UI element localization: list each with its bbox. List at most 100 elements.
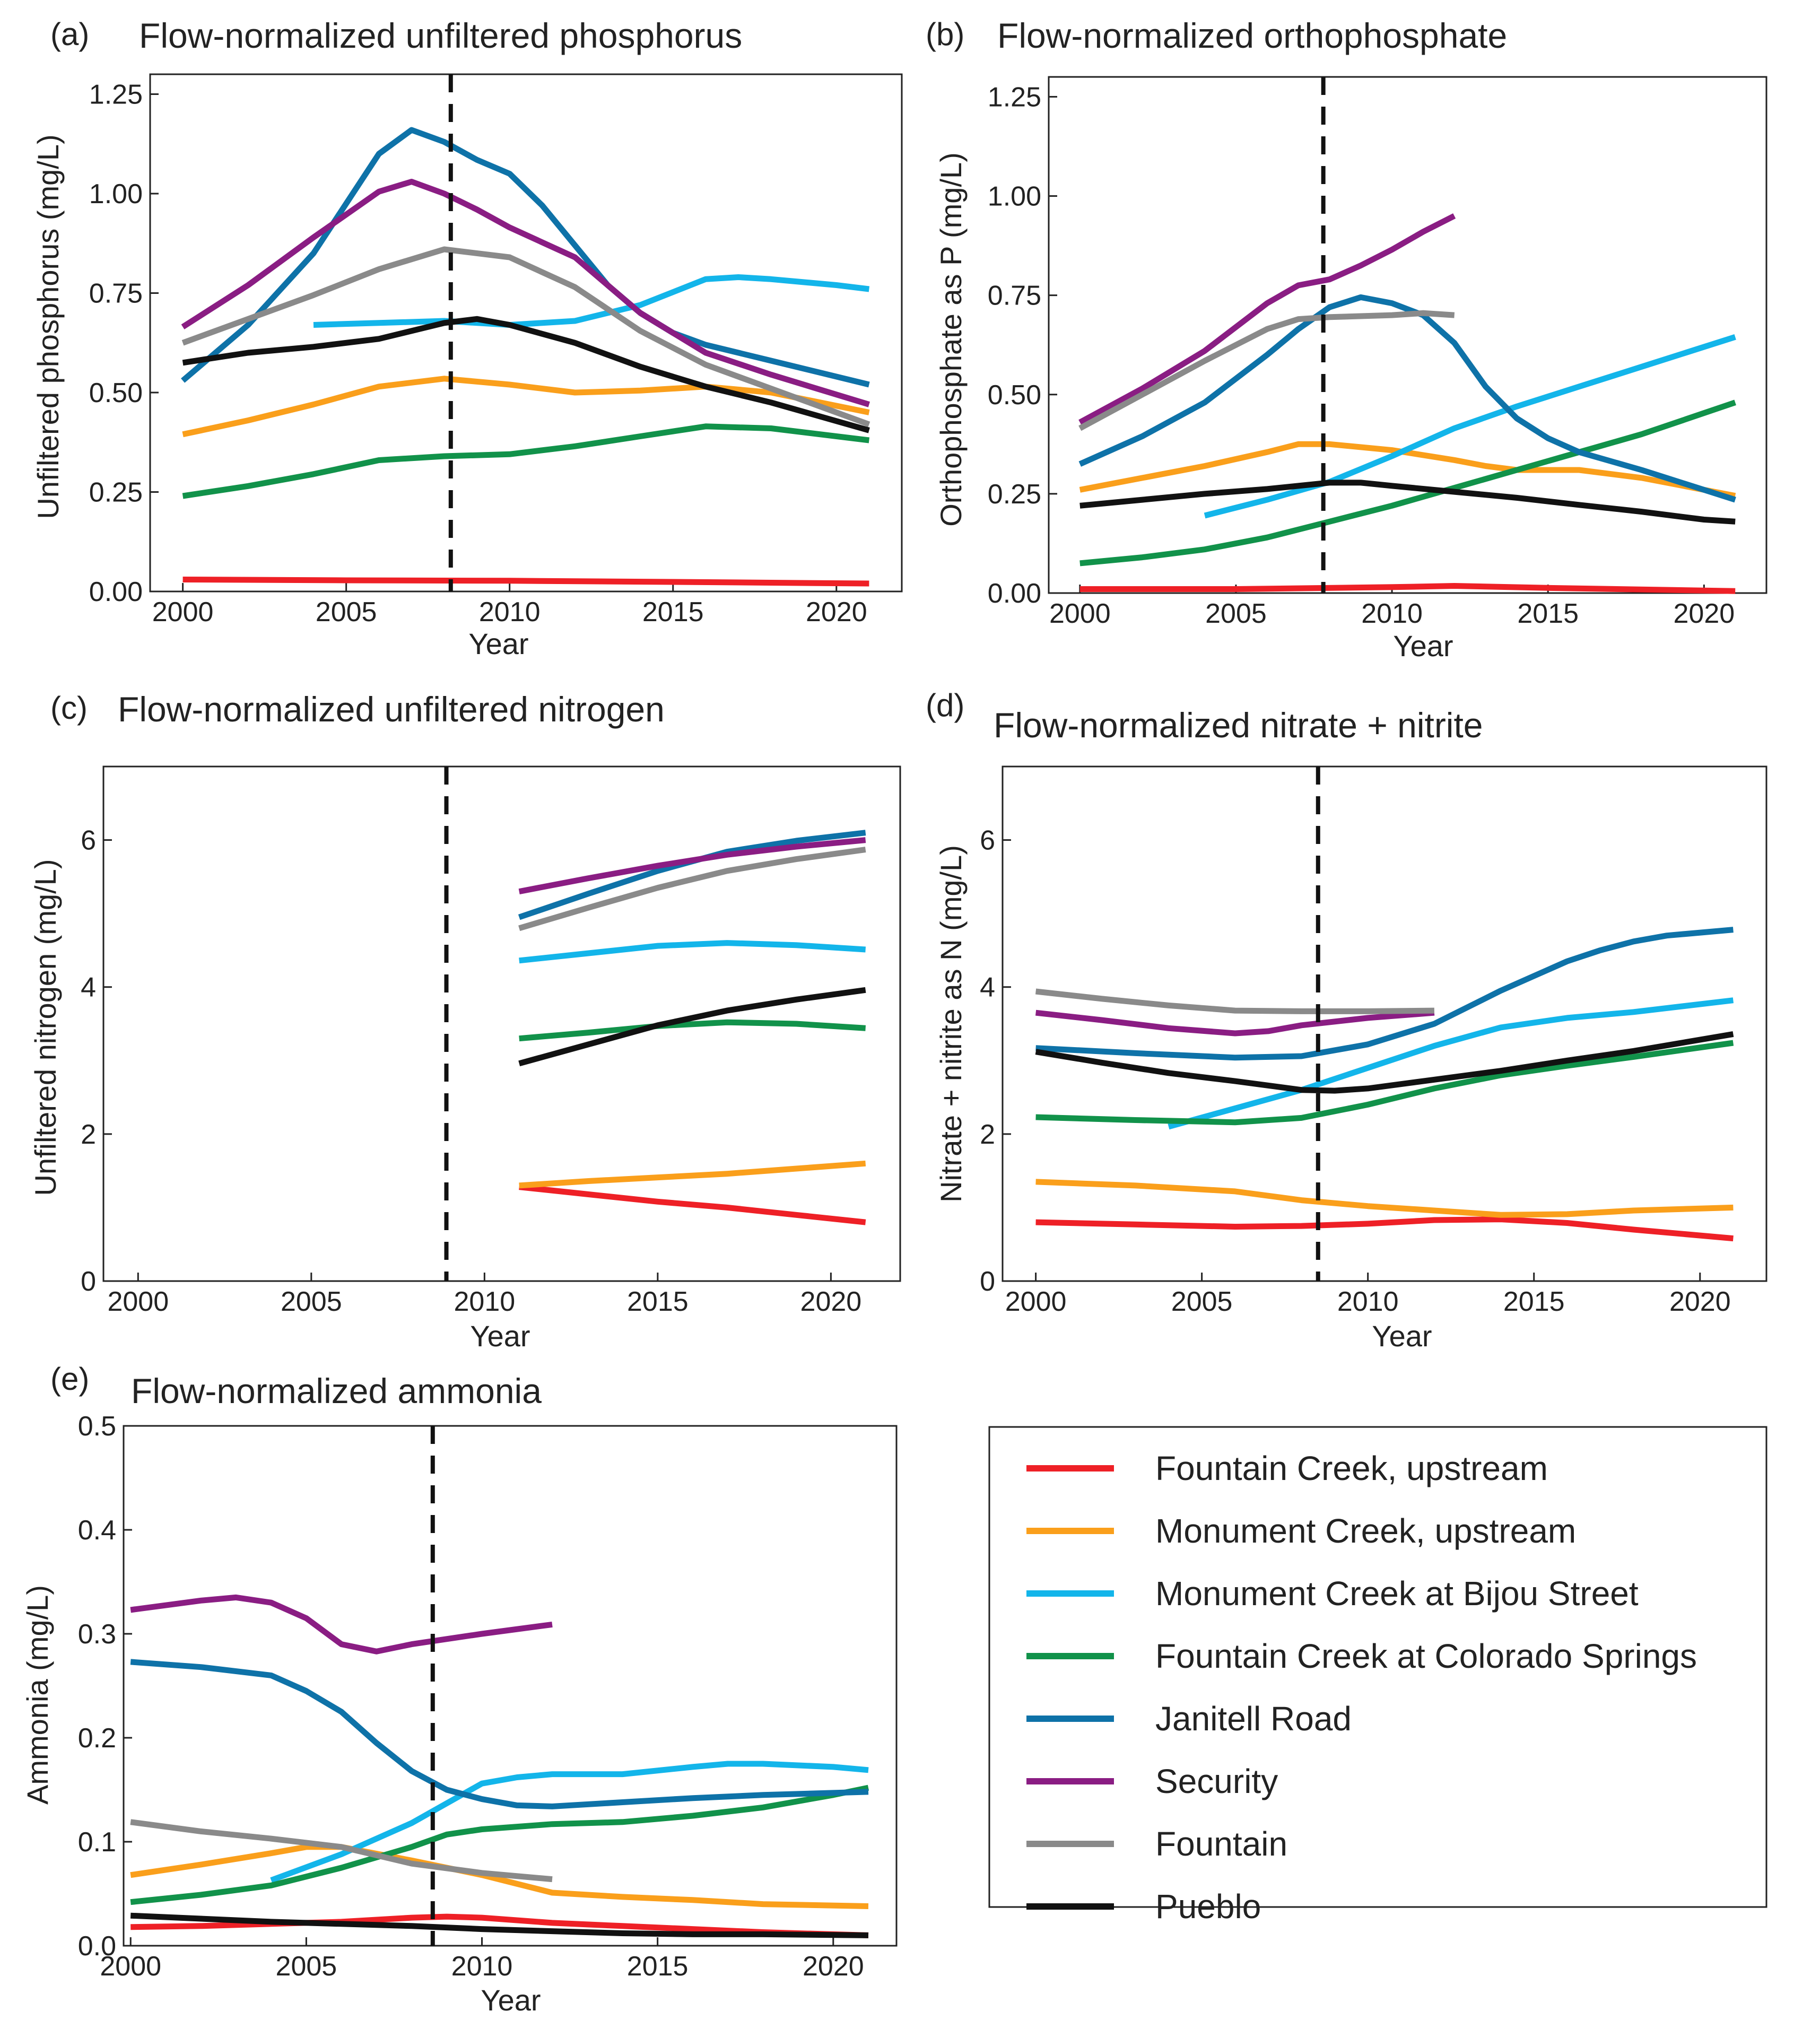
panel-b: (b) Flow-normalized orthophosphate Year …	[926, 16, 1767, 663]
series-line-fc	[182, 423, 870, 499]
x-tick-label: 2010	[479, 597, 541, 628]
panel-c-letter: (c)	[50, 690, 88, 726]
series-line-mb	[270, 1761, 869, 1883]
panel-d-plot-area: 2000 2005 2010 2015 2020 0 2 4 6	[980, 765, 1767, 1317]
panel-e-letter: (e)	[50, 1361, 89, 1397]
y-tick-label: 0.2	[78, 1723, 116, 1754]
y-tick-label: 0.00	[89, 577, 143, 607]
x-tick-label: 2000	[100, 1951, 161, 1982]
x-tick-label: 2020	[1669, 1286, 1731, 1317]
x-tick-label: 2005	[316, 597, 377, 628]
series-line-fc	[1079, 399, 1736, 567]
legend-entries: Fountain Creek, upstream Monument Creek, …	[1026, 1449, 1697, 1926]
legend-entry-se: Security	[1026, 1762, 1278, 1800]
legend-label: Monument Creek, upstream	[1155, 1512, 1576, 1550]
y-tick-label: 2	[980, 1119, 995, 1150]
legend-entry-fo: Fountain	[1026, 1825, 1287, 1863]
x-tick-label: 2015	[627, 1286, 689, 1317]
series-line-pu	[1079, 480, 1736, 525]
series-line-se	[130, 1594, 553, 1655]
legend-label: Fountain Creek at Colorado Springs	[1155, 1637, 1697, 1675]
panel-a-letter: (a)	[50, 16, 89, 52]
plot-frame	[149, 73, 903, 593]
series-line-fo	[181, 246, 870, 428]
y-tick-label: 4	[980, 972, 995, 1003]
series-line-fo	[130, 1819, 553, 1883]
legend-entry-jr: Janitell Road	[1026, 1700, 1352, 1738]
y-tick-label: 0	[980, 1266, 995, 1297]
panel-c: (c) Flow-normalized unfiltered nitrogen …	[29, 690, 901, 1353]
panel-c-title: Flow-normalized unfiltered nitrogen	[118, 690, 665, 729]
x-tick-label: 2010	[1337, 1286, 1399, 1317]
series-line-mb	[1204, 334, 1736, 519]
series-line-fo	[518, 847, 866, 931]
plot-frame	[1002, 765, 1767, 1282]
series-line-pu	[130, 1912, 869, 1938]
panel-a-plot-area: 2000 2005 2010 2015 2020 0.00 0.25 0.50 0.75 1.00…	[89, 73, 903, 628]
series-line-jr	[1078, 294, 1736, 503]
series-line-se	[1035, 1009, 1435, 1037]
series-line-mu	[1079, 441, 1736, 499]
x-tick-label: 2015	[1517, 598, 1579, 629]
legend-entry-pu: Pueblo	[1026, 1887, 1261, 1926]
series-line-fo	[1078, 310, 1455, 431]
y-tick-label: 6	[81, 825, 96, 856]
panel-e-title: Flow-normalized ammonia	[131, 1371, 542, 1410]
series-line-se	[181, 179, 870, 407]
series-line-fc	[519, 1019, 866, 1042]
y-tick-label: 1.25	[988, 82, 1041, 112]
series-line-mu	[519, 1160, 866, 1189]
series-line-mb	[313, 274, 870, 328]
legend-entry-mu: Monument Creek, upstream	[1026, 1512, 1576, 1550]
series-line-se	[518, 837, 866, 895]
plot-frame	[123, 1425, 898, 1947]
panel-d-xlabel: Year	[1372, 1319, 1432, 1353]
y-tick-label: 1.00	[89, 179, 143, 210]
legend-entry-fc: Fountain Creek at Colorado Springs	[1026, 1637, 1697, 1675]
y-tick-label: 0.50	[89, 378, 143, 408]
legend-label: Security	[1155, 1762, 1278, 1800]
x-tick-label: 2020	[806, 597, 867, 628]
series-line-pu	[182, 316, 870, 433]
series-line-pu	[518, 987, 866, 1067]
x-tick-label: 2015	[642, 597, 704, 628]
y-tick-label: 0.25	[988, 479, 1041, 510]
y-tick-label: 0.00	[988, 578, 1041, 609]
legend-entry-fu: Fountain Creek, upstream	[1026, 1449, 1548, 1487]
panel-e-plot-area: 2000 2005 2010 2015 2020 0.0 0.1 0.2 0.3 0.4 0.5	[78, 1411, 898, 1982]
panel-a-xlabel: Year	[468, 627, 528, 660]
y-tick-label: 0.75	[988, 281, 1041, 311]
panel-b-letter: (b)	[926, 16, 964, 52]
series-line-fu	[519, 1184, 866, 1225]
y-tick-label: 0.25	[89, 477, 143, 508]
panel-e-xlabel: Year	[481, 1983, 541, 2017]
x-tick-label: 2000	[152, 597, 214, 628]
series-line-jr	[1035, 927, 1734, 1061]
y-tick-label: 0.0	[78, 1931, 116, 1962]
legend-label: Monument Creek at Bijou Street	[1155, 1574, 1639, 1613]
y-tick-label: 0.1	[78, 1827, 116, 1858]
series-line-fc	[1035, 1040, 1734, 1126]
series-line-se	[1078, 213, 1456, 425]
x-tick-label: 2010	[451, 1951, 513, 1982]
panel-a: (a) Flow-normalized unfiltered phosphoru…	[31, 16, 903, 660]
x-tick-label: 2005	[1205, 598, 1267, 629]
y-tick-label: 0.50	[988, 380, 1041, 411]
y-tick-label: 0.75	[89, 278, 143, 309]
y-tick-label: 4	[81, 972, 96, 1003]
x-tick-label: 2010	[1361, 598, 1423, 629]
series-line-mb	[519, 940, 866, 964]
panel-b-ylabel: Orthophosphate as P (mg/L)	[934, 152, 968, 527]
panel-c-xlabel: Year	[470, 1319, 530, 1353]
panel-e-ylabel: Ammonia (mg/L)	[21, 1585, 54, 1805]
panel-d-letter: (d)	[926, 687, 964, 723]
legend-label: Janitell Road	[1155, 1700, 1352, 1738]
x-tick-label: 2020	[1674, 598, 1735, 629]
legend-label: Fountain Creek, upstream	[1155, 1449, 1548, 1487]
x-tick-label: 2005	[281, 1286, 342, 1317]
panel-d: (d) Flow-normalized nitrate + nitrite Ye…	[926, 687, 1767, 1353]
x-tick-label: 2010	[454, 1286, 516, 1317]
y-tick-label: 0.4	[78, 1515, 116, 1546]
x-tick-label: 2005	[1171, 1286, 1233, 1317]
